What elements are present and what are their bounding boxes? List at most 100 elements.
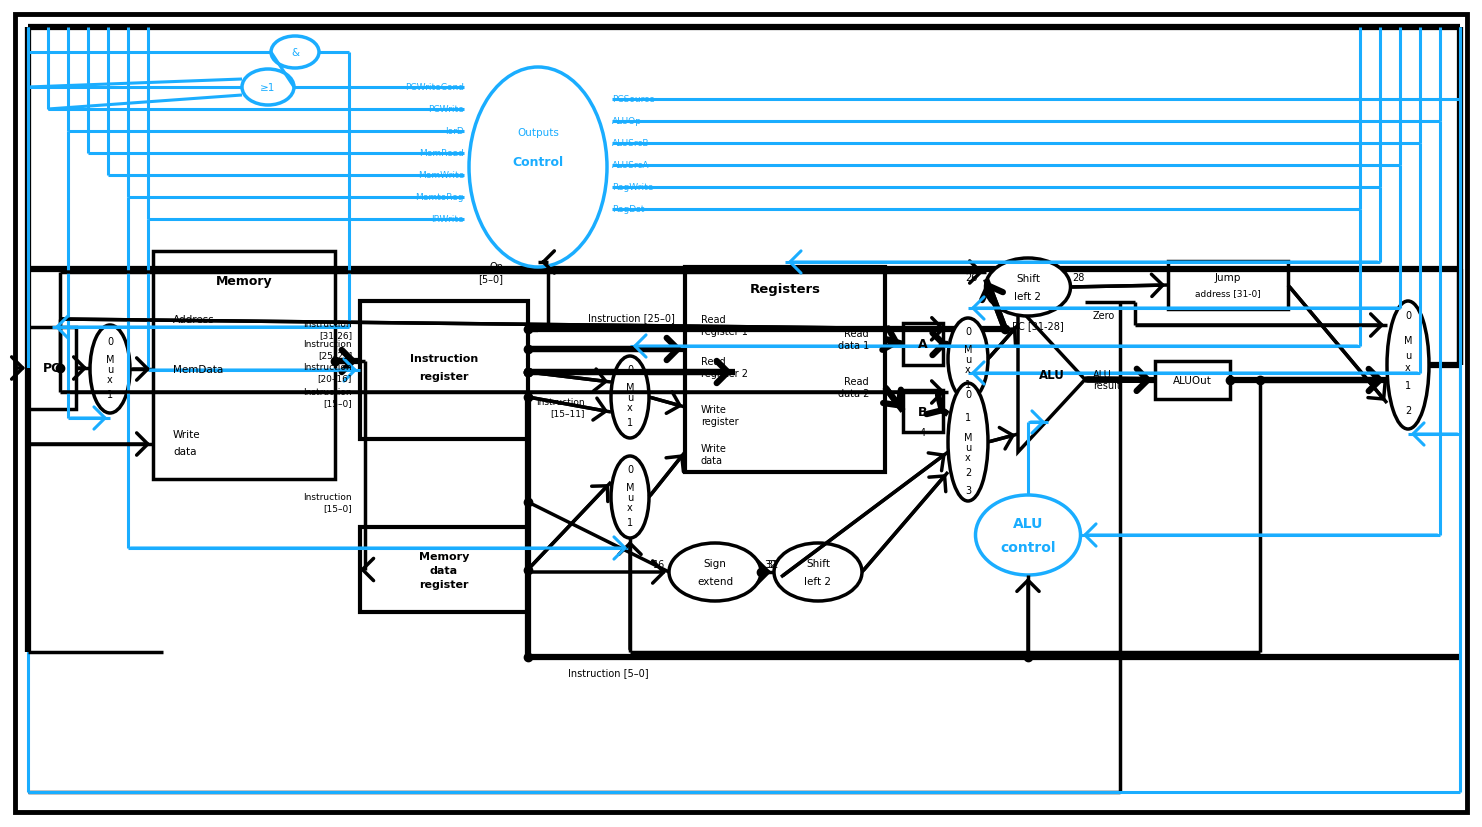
Text: 28: 28 bbox=[1071, 273, 1085, 283]
Ellipse shape bbox=[1387, 302, 1429, 429]
Polygon shape bbox=[1018, 308, 1085, 452]
Text: ≥1: ≥1 bbox=[261, 83, 276, 93]
Text: u: u bbox=[107, 365, 113, 375]
Text: 3: 3 bbox=[965, 485, 971, 495]
Text: 0: 0 bbox=[965, 390, 971, 399]
Text: 16: 16 bbox=[654, 559, 665, 569]
Text: RegWrite: RegWrite bbox=[612, 184, 654, 192]
Ellipse shape bbox=[271, 37, 319, 69]
Text: Jump: Jump bbox=[1215, 273, 1242, 283]
Text: Address: Address bbox=[173, 314, 215, 325]
Text: Sign: Sign bbox=[704, 558, 726, 568]
Text: x: x bbox=[965, 452, 971, 462]
Text: 26: 26 bbox=[965, 273, 977, 283]
Text: u: u bbox=[1405, 351, 1411, 361]
Text: M: M bbox=[625, 383, 634, 393]
Text: control: control bbox=[1000, 540, 1055, 554]
Text: B: B bbox=[919, 405, 928, 418]
Ellipse shape bbox=[90, 326, 130, 414]
Text: Registers: Registers bbox=[750, 283, 821, 296]
Text: Read
register 1: Read register 1 bbox=[701, 315, 748, 337]
Bar bbox=[903, 390, 943, 433]
Text: x: x bbox=[965, 365, 971, 375]
Text: Memory: Memory bbox=[216, 275, 273, 288]
Text: Write
register: Write register bbox=[701, 404, 738, 426]
Bar bbox=[153, 251, 335, 480]
Text: Shift: Shift bbox=[806, 558, 830, 568]
Text: Instruction
[31-26]: Instruction [31-26] bbox=[304, 320, 353, 339]
Text: &: & bbox=[290, 48, 299, 58]
Text: left 2: left 2 bbox=[1015, 292, 1042, 302]
Text: Memory: Memory bbox=[419, 551, 470, 561]
Text: 0: 0 bbox=[627, 365, 633, 375]
Text: 0: 0 bbox=[965, 327, 971, 337]
Text: Instruction: Instruction bbox=[411, 354, 479, 364]
Text: Shift: Shift bbox=[1017, 274, 1040, 284]
Text: 1: 1 bbox=[627, 418, 633, 428]
Text: ALU: ALU bbox=[1039, 369, 1064, 381]
Text: 4: 4 bbox=[920, 428, 926, 437]
Text: Instruction
[15–0]: Instruction [15–0] bbox=[304, 388, 353, 407]
Text: 0: 0 bbox=[627, 465, 633, 475]
Text: Instruction
[20–16]: Instruction [20–16] bbox=[304, 363, 353, 382]
Text: ALUSrcA: ALUSrcA bbox=[612, 161, 649, 170]
Text: M: M bbox=[625, 482, 634, 492]
Text: 32: 32 bbox=[765, 559, 777, 569]
Text: u: u bbox=[627, 492, 633, 502]
Text: Control: Control bbox=[513, 156, 563, 170]
Text: PC [31-28]: PC [31-28] bbox=[1012, 321, 1064, 331]
Text: ALU: ALU bbox=[1012, 516, 1043, 530]
Text: PCWrite: PCWrite bbox=[428, 105, 464, 114]
Text: u: u bbox=[627, 393, 633, 403]
Text: Write
data: Write data bbox=[701, 443, 726, 466]
Ellipse shape bbox=[948, 384, 988, 501]
Text: Write: Write bbox=[173, 429, 200, 439]
Bar bbox=[1168, 261, 1288, 309]
Text: MemtoReg: MemtoReg bbox=[415, 194, 464, 203]
Text: Instruction
[15–11]: Instruction [15–11] bbox=[536, 398, 585, 417]
Text: ALUSrcB: ALUSrcB bbox=[612, 139, 649, 148]
Text: address [31-0]: address [31-0] bbox=[1194, 289, 1261, 299]
Text: u: u bbox=[965, 355, 971, 365]
Ellipse shape bbox=[668, 543, 760, 601]
Text: 2: 2 bbox=[965, 467, 971, 477]
Ellipse shape bbox=[986, 259, 1070, 317]
Text: IorD: IorD bbox=[445, 127, 464, 136]
Text: data: data bbox=[430, 565, 458, 575]
Text: M: M bbox=[963, 433, 972, 442]
Text: 1: 1 bbox=[965, 380, 971, 390]
Text: extend: extend bbox=[697, 576, 734, 586]
Text: 1: 1 bbox=[107, 390, 113, 399]
Ellipse shape bbox=[774, 543, 863, 601]
Text: ALUOut: ALUOut bbox=[1174, 375, 1212, 385]
Text: 1: 1 bbox=[627, 518, 633, 528]
Text: MemRead: MemRead bbox=[419, 150, 464, 158]
Text: x: x bbox=[627, 502, 633, 513]
Text: 1: 1 bbox=[1405, 380, 1411, 390]
Text: PCWriteCond: PCWriteCond bbox=[405, 84, 464, 93]
Text: M: M bbox=[105, 355, 114, 365]
Text: 0: 0 bbox=[1405, 311, 1411, 321]
Text: Instruction [5–0]: Instruction [5–0] bbox=[568, 667, 648, 677]
Text: 32: 32 bbox=[766, 559, 780, 569]
Text: Instruction [25–0]: Instruction [25–0] bbox=[588, 313, 674, 323]
Text: x: x bbox=[627, 403, 633, 413]
Text: data: data bbox=[173, 447, 197, 457]
Text: Op
[5–0]: Op [5–0] bbox=[479, 262, 502, 284]
Text: PC: PC bbox=[43, 362, 61, 375]
Text: left 2: left 2 bbox=[805, 576, 831, 586]
Text: 1: 1 bbox=[965, 413, 971, 423]
Text: u: u bbox=[965, 442, 971, 452]
Ellipse shape bbox=[975, 495, 1080, 576]
Ellipse shape bbox=[948, 318, 988, 400]
Bar bbox=[903, 323, 943, 366]
Ellipse shape bbox=[242, 70, 293, 106]
Text: x: x bbox=[1405, 362, 1411, 372]
Bar bbox=[1154, 361, 1230, 399]
Text: Zero: Zero bbox=[1094, 311, 1116, 321]
Text: ALUOp: ALUOp bbox=[612, 117, 642, 127]
Text: RegDst: RegDst bbox=[612, 205, 645, 214]
Bar bbox=[360, 528, 528, 612]
Ellipse shape bbox=[468, 68, 608, 268]
Text: Instruction
[15–0]: Instruction [15–0] bbox=[304, 493, 353, 512]
